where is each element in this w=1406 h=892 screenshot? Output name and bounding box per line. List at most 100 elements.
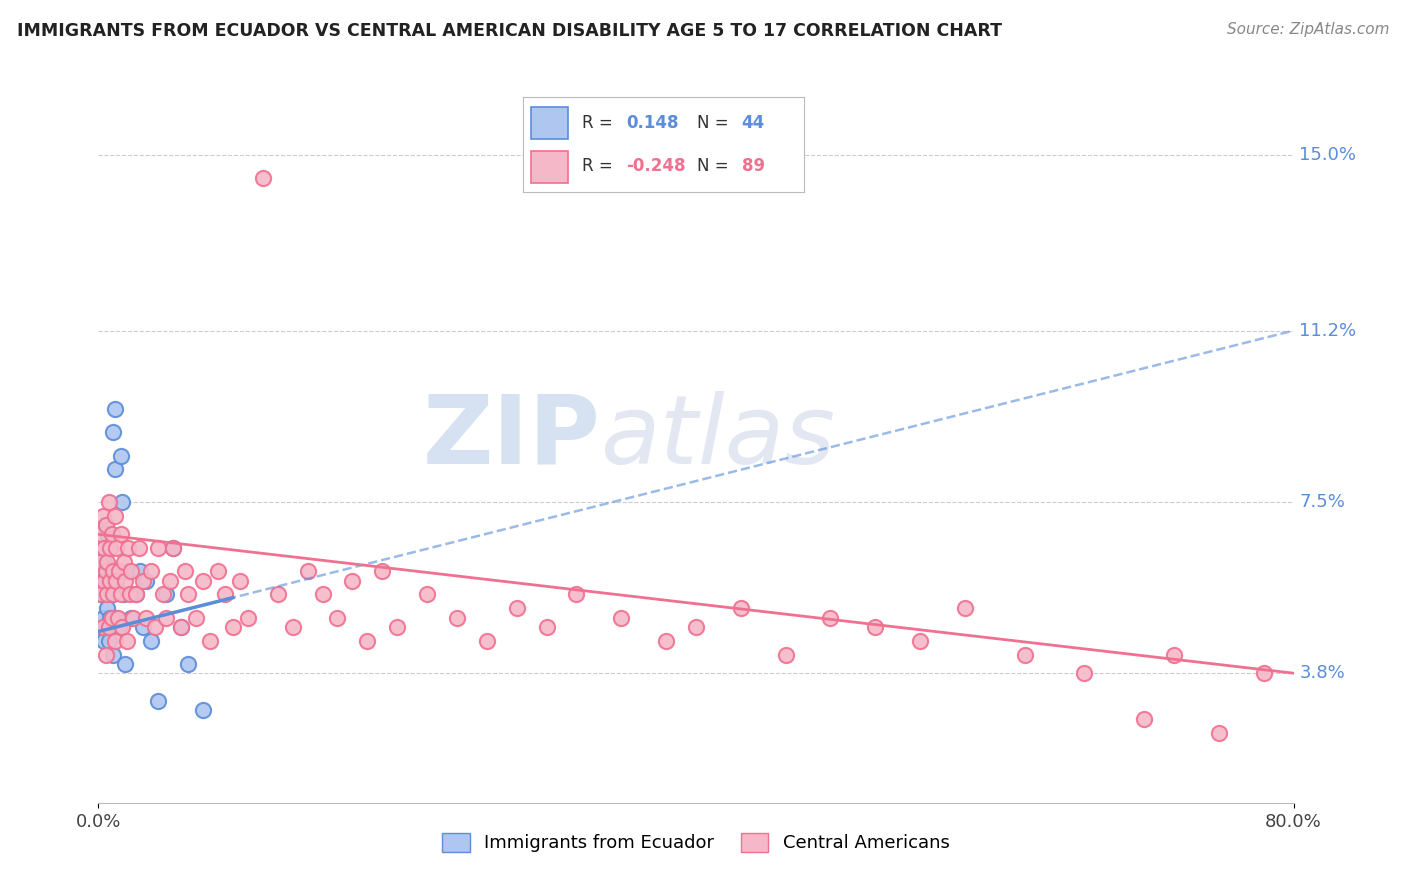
Point [125, 587, 148, 601]
Point [98, 610, 122, 624]
Point [356, 633, 378, 648]
Text: 11.2%: 11.2% [1299, 322, 1357, 340]
Text: IMMIGRANTS FROM ECUADOR VS CENTRAL AMERICAN DISABILITY AGE 5 TO 17 CORRELATION C: IMMIGRANTS FROM ECUADOR VS CENTRAL AMERI… [17, 22, 1002, 40]
Text: 15.0%: 15.0% [1299, 145, 1357, 164]
Point [1073, 666, 1095, 681]
Point [114, 657, 136, 671]
Point [120, 565, 142, 579]
Point [1133, 713, 1156, 727]
Point [506, 601, 529, 615]
Point [135, 610, 157, 624]
Point [191, 703, 214, 717]
Point [118, 587, 141, 601]
Point [610, 610, 633, 624]
Legend: Immigrants from Ecuador, Central Americans: Immigrants from Ecuador, Central America… [436, 826, 956, 860]
Point [97, 620, 120, 634]
Point [112, 587, 135, 601]
Point [101, 610, 124, 624]
Point [655, 633, 678, 648]
Point [132, 574, 155, 588]
Point [155, 587, 177, 601]
Point [98, 574, 122, 588]
Point [139, 633, 162, 648]
Point [97, 495, 120, 509]
Point [96, 565, 118, 579]
Point [91, 620, 114, 634]
Point [110, 587, 132, 601]
Point [105, 574, 128, 588]
Point [96, 555, 118, 569]
Point [93, 541, 115, 556]
Point [93, 587, 115, 601]
Point [117, 565, 139, 579]
Point [252, 170, 274, 185]
Point [685, 620, 707, 634]
Point [107, 565, 129, 579]
Point [1208, 726, 1230, 740]
Point [105, 541, 128, 556]
Point [110, 527, 132, 541]
Point [94, 518, 117, 533]
Point [94, 648, 117, 662]
Point [267, 587, 290, 601]
Point [371, 565, 394, 579]
Point [105, 610, 128, 624]
Point [135, 574, 157, 588]
Point [90, 527, 112, 541]
Point [107, 610, 129, 624]
Point [953, 601, 976, 615]
Point [94, 518, 117, 533]
Point [143, 620, 166, 634]
Text: atlas: atlas [600, 391, 835, 483]
Point [96, 527, 118, 541]
Point [214, 587, 236, 601]
Point [155, 610, 177, 624]
Point [89, 587, 111, 601]
Point [104, 402, 127, 417]
Point [110, 449, 132, 463]
Point [1253, 666, 1275, 681]
Point [101, 527, 124, 541]
Point [111, 620, 134, 634]
Point [311, 587, 333, 601]
Point [132, 620, 155, 634]
Point [128, 541, 150, 556]
Point [103, 425, 125, 440]
Point [1014, 648, 1036, 662]
Point [91, 574, 114, 588]
Point [101, 587, 124, 601]
Point [98, 541, 122, 556]
Point [148, 694, 170, 708]
Point [416, 587, 439, 601]
Point [908, 633, 931, 648]
Text: Source: ZipAtlas.com: Source: ZipAtlas.com [1226, 22, 1389, 37]
Point [1163, 648, 1185, 662]
Point [120, 610, 142, 624]
Point [115, 633, 138, 648]
Point [89, 555, 111, 569]
Point [281, 620, 304, 634]
Point [90, 587, 112, 601]
Point [112, 555, 135, 569]
Point [94, 620, 117, 634]
Point [96, 587, 118, 601]
Point [148, 541, 170, 556]
Point [93, 574, 115, 588]
Point [103, 587, 125, 601]
Point [191, 574, 214, 588]
Text: 7.5%: 7.5% [1299, 493, 1346, 511]
Point [97, 633, 120, 648]
Point [475, 633, 498, 648]
Point [229, 574, 252, 588]
Point [565, 587, 588, 601]
Point [93, 555, 115, 569]
Point [94, 574, 117, 588]
Point [152, 587, 174, 601]
Point [98, 541, 122, 556]
Point [114, 574, 136, 588]
Point [117, 541, 139, 556]
Point [91, 541, 114, 556]
Point [222, 620, 245, 634]
Point [111, 495, 134, 509]
Point [129, 565, 152, 579]
